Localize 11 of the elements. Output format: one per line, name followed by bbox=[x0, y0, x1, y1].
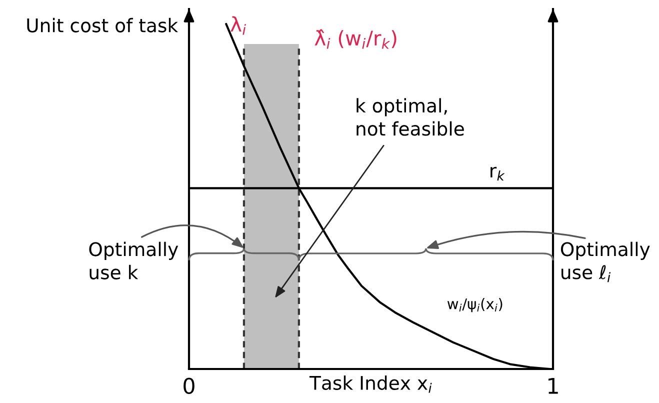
ref-line-label: λ$_{i}$ bbox=[230, 16, 246, 35]
annotation: Optimally use k bbox=[89, 242, 178, 280]
x-tick-label: 0 bbox=[184, 378, 194, 394]
y-axis-title: Unit cost of task bbox=[27, 18, 178, 32]
ref-line-label: λ̂$_{i}$ (w$_{i}$/r$_{k}$) bbox=[314, 29, 396, 49]
x-axis-title: Task Index x$_{i}$ bbox=[309, 375, 432, 393]
series-label: w$_{i}$/ψ$_{i}$(x$_{i}$) bbox=[447, 298, 502, 312]
x-tick-label: 1 bbox=[548, 378, 558, 394]
annotation: k optimal, not feasible bbox=[356, 98, 464, 136]
ref-line-label: r$_{k}$ bbox=[490, 166, 505, 180]
text: Optimally use ℓ$_{i}$ bbox=[560, 242, 650, 282]
